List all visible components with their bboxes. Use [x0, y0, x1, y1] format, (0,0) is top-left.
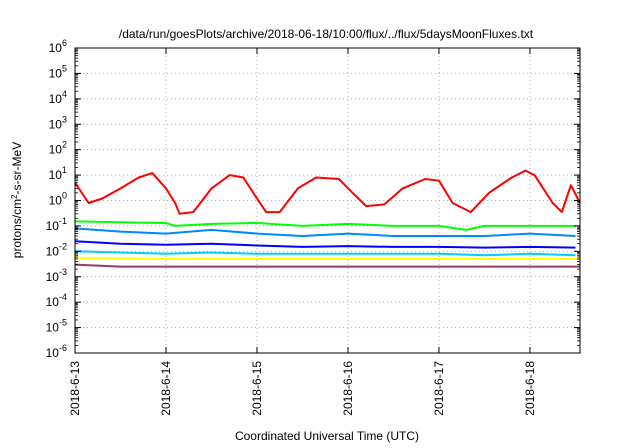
y-tick-exponent: 1	[62, 165, 67, 175]
y-tick-base: 10	[49, 168, 63, 182]
x-tick-label: 2018-6-13	[68, 361, 82, 416]
y-tick-exponent: -6	[59, 343, 67, 353]
x-tick-label: 2018-6-17	[432, 361, 446, 416]
x-axis-label: Coordinated Universal Time (UTC)	[235, 429, 419, 443]
plot-frame	[74, 47, 581, 354]
y-tick-exponent: 3	[62, 114, 67, 124]
x-tick-label: 2018-6-18	[523, 361, 537, 416]
y-axis-label-superscript: 2	[10, 194, 19, 199]
y-tick-base: 10	[46, 270, 60, 284]
y-tick-label: 10-1	[46, 216, 67, 233]
y-tick-label: 10-4	[46, 292, 67, 309]
y-tick-label: 100	[49, 191, 67, 208]
series-line	[74, 256, 580, 260]
series-line	[74, 240, 576, 249]
y-tick-label: 105	[49, 63, 67, 80]
y-tick-base: 10	[46, 244, 60, 258]
y-tick-base: 10	[46, 295, 60, 309]
y-tick-label: 10-5	[46, 318, 67, 335]
y-tick-base: 10	[49, 143, 63, 157]
y-axis-ticks: 10-610-510-410-310-210-11001011021031041…	[46, 38, 580, 360]
y-tick-exponent: 0	[62, 191, 67, 201]
y-tick-label: 106	[49, 38, 67, 55]
y-tick-label: 102	[49, 140, 67, 157]
y-tick-base: 10	[49, 41, 63, 55]
y-tick-exponent: -5	[59, 318, 67, 328]
y-tick-base: 10	[49, 92, 63, 106]
series-line	[74, 220, 576, 231]
y-tick-exponent: -1	[59, 216, 67, 226]
x-axis-ticks: 2018-6-13 2018-6-14 2018-6-15 2018-6-16 2018…	[68, 48, 537, 416]
y-tick-label: 101	[49, 165, 67, 182]
y-tick-base: 10	[46, 321, 60, 335]
y-tick-exponent: 6	[62, 38, 67, 48]
x-tick-label: 2018-6-14	[159, 361, 173, 416]
y-axis-label: protons/cm2-s-sr-MeV	[10, 142, 25, 258]
y-tick-label: 10-6	[46, 343, 67, 360]
y-tick-exponent: 2	[62, 140, 67, 150]
y-tick-exponent: -3	[59, 267, 67, 277]
x-tick-label: 2018-6-15	[250, 361, 264, 416]
series-line	[74, 169, 581, 215]
grid-lines	[75, 48, 580, 353]
y-tick-label: 10-3	[46, 267, 67, 284]
y-tick-exponent: 5	[62, 63, 67, 73]
series-line	[74, 250, 576, 257]
y-tick-exponent: 4	[62, 89, 67, 99]
y-tick-label: 103	[49, 114, 67, 131]
y-axis-label-prefix: protons/cm	[10, 199, 24, 258]
x-tick-label: 2018-6-16	[341, 361, 355, 416]
series-group	[74, 169, 581, 268]
series-line	[74, 227, 576, 237]
y-tick-label: 104	[49, 89, 67, 106]
y-tick-base: 10	[49, 194, 63, 208]
y-tick-exponent: -4	[59, 292, 67, 302]
y-tick-base: 10	[49, 66, 63, 80]
y-tick-base: 10	[49, 117, 63, 131]
y-tick-base: 10	[46, 219, 60, 233]
chart-title: /data/run/goesPlots/archive/2018-06-18/1…	[119, 27, 534, 41]
y-tick-label: 10-2	[46, 241, 67, 258]
y-tick-base: 10	[46, 346, 60, 360]
series-line	[74, 263, 580, 268]
y-axis-label-suffix: -s-sr-MeV	[10, 142, 24, 195]
y-tick-exponent: -2	[59, 241, 67, 251]
